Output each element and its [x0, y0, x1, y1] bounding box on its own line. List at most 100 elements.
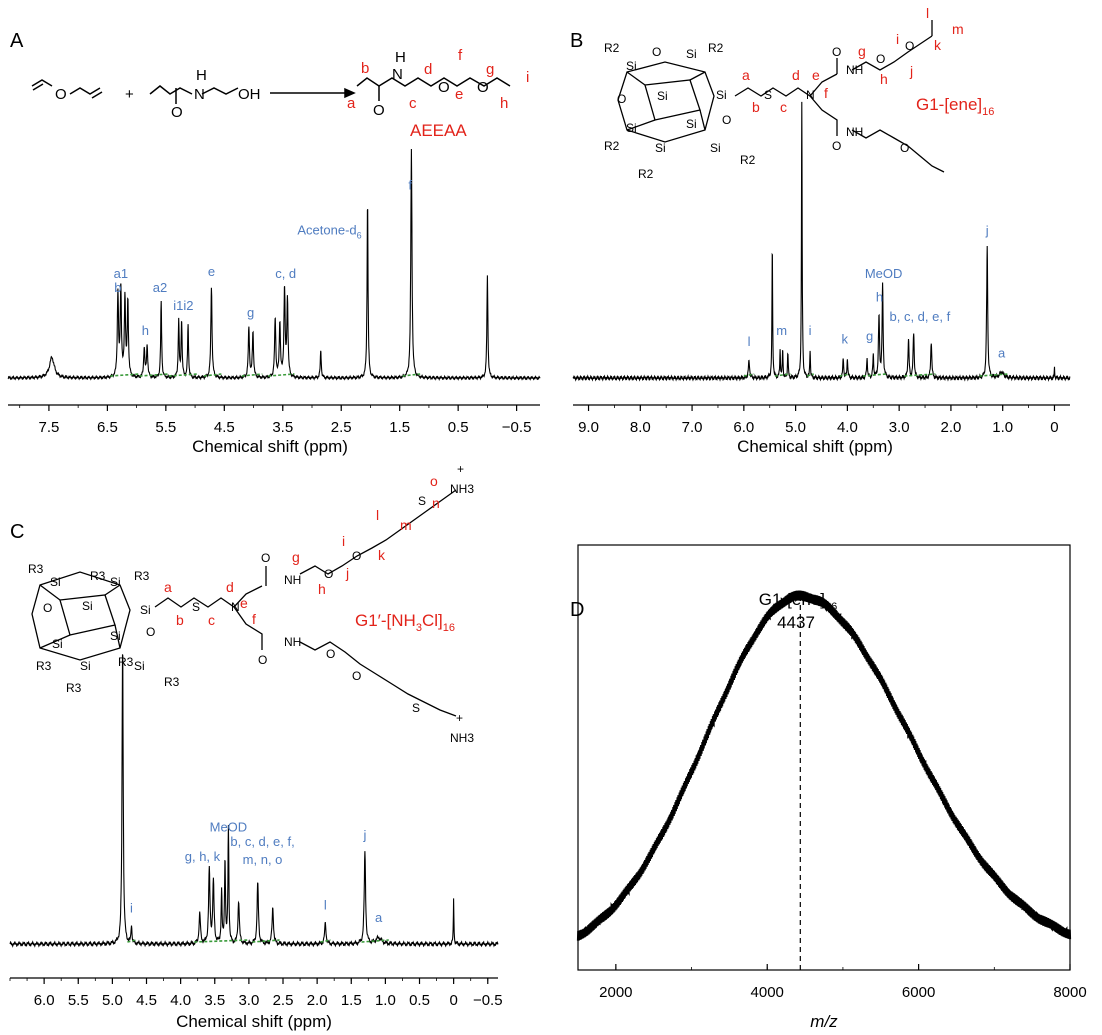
c-atom-o-2: O	[146, 625, 155, 639]
c-atom-nh3-2: NH3	[450, 731, 474, 745]
c-struct-c: c	[208, 612, 215, 628]
c-cage-edge-3	[114, 624, 121, 649]
c-atom-si-1: Si	[50, 575, 61, 589]
plus-sign: +	[125, 86, 134, 103]
c-atom-nh3-1: NH3	[450, 482, 474, 496]
c-atom-nh-arm1: NH	[284, 573, 301, 587]
atom-r2-5: R2	[740, 153, 756, 167]
x-tick-label: 2000	[599, 984, 632, 1001]
x-tick-label: 1.0	[992, 419, 1013, 436]
product-n: N	[392, 66, 403, 83]
atom-o-arm1b: O	[876, 52, 885, 66]
cage-edge-3	[699, 109, 706, 131]
c-atom-r3-1: R3	[28, 562, 44, 576]
c-struct-b: b	[176, 612, 184, 628]
struct-label-d: d	[424, 61, 432, 78]
atom-r2-1: R2	[604, 41, 620, 55]
c-struct-i: i	[342, 533, 345, 549]
peak-label: c, d	[275, 266, 296, 281]
x-tick-label: 7.0	[682, 419, 703, 436]
panel-d-plot: 2000 4000 6000 8000	[576, 590, 1087, 1001]
atom-si-5: Si	[626, 121, 637, 135]
cage-edge-4	[626, 119, 656, 131]
b-struct-l: l	[926, 5, 929, 21]
x-tick-label: 0	[449, 992, 457, 1009]
c-struct-g: g	[292, 549, 300, 565]
c-arm-lower	[233, 606, 263, 650]
panel-b-compound-label: G1-[ene]16	[916, 95, 994, 118]
reagent-2-o: O	[171, 104, 183, 121]
x-tick-label: 8000	[1053, 984, 1086, 1001]
panel-d-peak-value: 4437	[777, 613, 815, 632]
x-tick-label: 3.0	[238, 992, 259, 1009]
struct-label-e: e	[455, 86, 463, 103]
reagent-1-skeleton-2	[69, 87, 101, 95]
x-tick-label: 6.5	[97, 419, 118, 436]
integral-marker	[127, 939, 137, 943]
integral-marker	[862, 373, 887, 377]
arm-skeleton	[734, 73, 838, 97]
c-struct-h: h	[318, 581, 326, 597]
panel-c-compound-sub: 3	[416, 622, 422, 634]
panel-c-compound-sub2: 16	[443, 622, 455, 634]
atom-si-1: Si	[626, 59, 637, 73]
nmr-spectrum-trace-a	[7, 148, 541, 381]
panel-b-compound-name: G1-[ene]	[916, 95, 982, 114]
x-tick-label: 2.0	[940, 419, 961, 436]
atom-si-7: Si	[655, 141, 666, 155]
c-atom-o-arm2: O	[258, 653, 267, 667]
c-struct-e: e	[240, 595, 248, 611]
panel-c-compound-name: G1′-[NH	[355, 611, 416, 630]
c-atom-s-3: S	[412, 701, 420, 715]
peak-label: a	[375, 910, 383, 925]
struct-label-g: g	[486, 61, 494, 78]
c-atom-o-arm2c: O	[352, 669, 361, 683]
atom-r2-4: R2	[638, 167, 654, 181]
c-atom-si-6: Si	[110, 629, 121, 643]
peak-label: g, h, k	[185, 849, 221, 864]
solvent-label: MeOD	[865, 266, 903, 281]
x-tick-label: 0	[1050, 419, 1058, 436]
integral-marker	[839, 373, 851, 377]
atom-o-arm1c: O	[905, 39, 914, 53]
struct-label-f: f	[458, 47, 463, 64]
atom-nh-arm1: NH	[846, 63, 863, 77]
x-tick-label: 9.0	[578, 419, 599, 436]
peak-label: h	[142, 323, 149, 338]
c-arm-chain-upper	[299, 489, 457, 575]
panel-c-structure-labels: a b c d e f g h i j k l m n o	[164, 473, 440, 628]
peak-label: b, c, d, e, f,	[230, 834, 294, 849]
panel-a-plot: a1b h a2 i1i2 e g c, d f Acetone-d6 7.5 6.5 5.5 4.5 3…	[7, 148, 541, 436]
b-struct-m: m	[952, 21, 964, 37]
panel-a-structure-labels: a b c d e f g h i	[347, 47, 529, 112]
arm-lower	[809, 95, 838, 136]
x-tick-label: 0.5	[409, 992, 430, 1009]
c-atom-si-4: Si	[140, 603, 151, 617]
peak-label: i	[809, 323, 812, 338]
reagent-1-double-bond	[32, 83, 44, 91]
b-struct-f: f	[824, 85, 828, 101]
atom-n: N	[806, 88, 815, 102]
x-tick-label: 1.5	[341, 992, 362, 1009]
c-atom-o-1: O	[43, 601, 52, 615]
integral-marker	[743, 373, 755, 377]
panel-d-letter: D	[570, 599, 584, 621]
peak-label: j	[985, 223, 989, 238]
panel-b-structure	[617, 20, 945, 173]
panel-c-structure-atoms: R3 Si R3 Si R3 Si Si O Si Si O Si Si R3 …	[28, 462, 474, 745]
b-struct-i: i	[896, 31, 899, 47]
panel-b-plot: l m i k g h b, c, d, e, f j a MeOD 9.0 8.0 7.0 6.0 5.0…	[572, 101, 1071, 436]
integral-marker	[252, 939, 280, 943]
c-atom-s-2: S	[418, 494, 426, 508]
solvent-label: MeOD	[210, 820, 248, 835]
reagent-1-oxygen: O	[55, 86, 67, 103]
c-arm-skeleton	[154, 585, 263, 608]
product-h: H	[395, 49, 406, 66]
c-atom-r3-5: R3	[66, 681, 82, 695]
c-struct-o: o	[430, 473, 438, 489]
integral-marker	[203, 373, 222, 377]
peak-label: a2	[153, 280, 167, 295]
x-tick-label: 2.0	[307, 992, 328, 1009]
atom-o-arm2: O	[832, 139, 841, 153]
panel-b-structure-labels: a b c d e f g h i j k l m	[742, 5, 964, 115]
